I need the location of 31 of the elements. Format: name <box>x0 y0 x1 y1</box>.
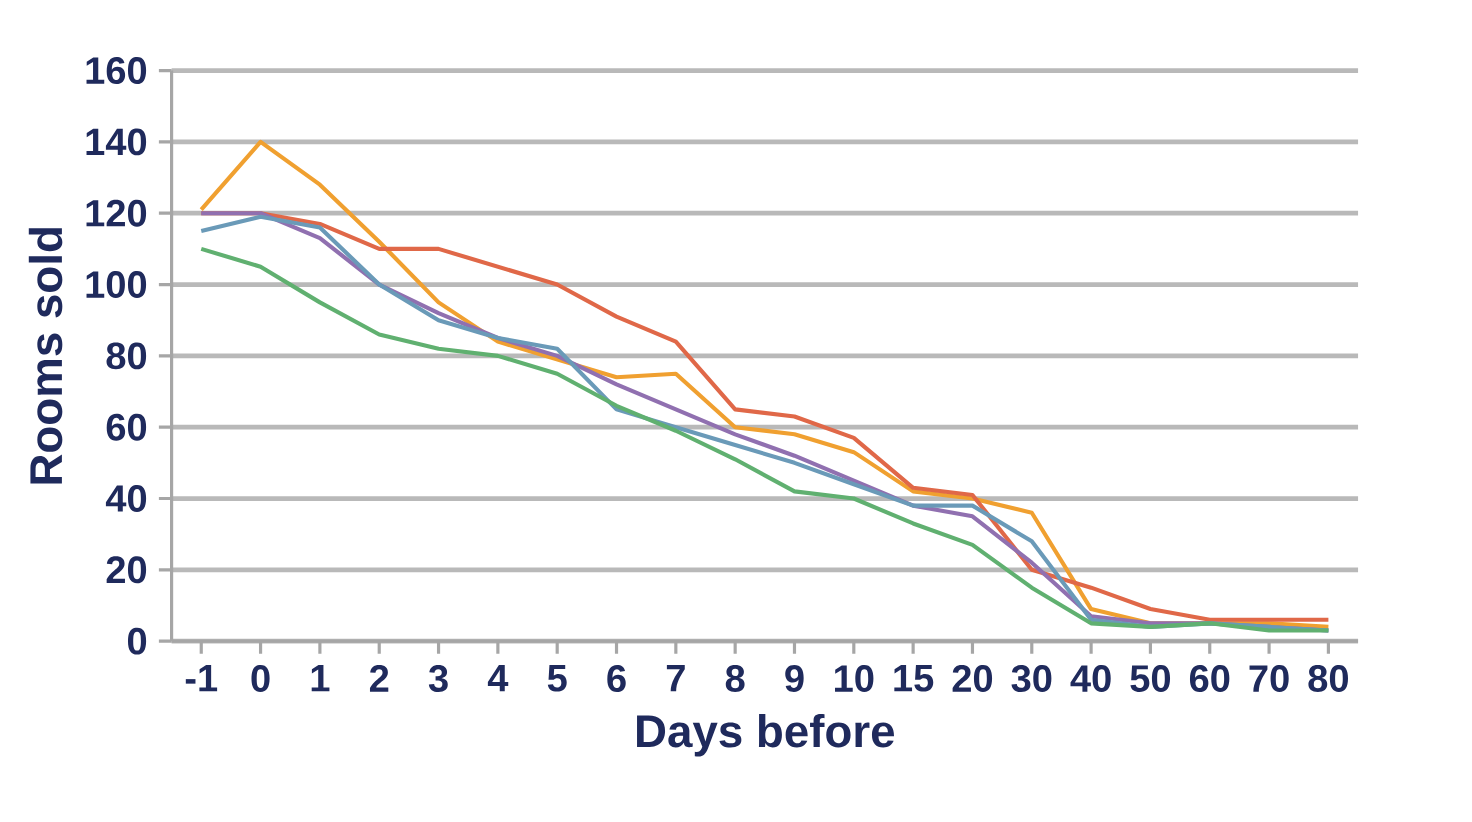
x-tick-label: 5 <box>547 665 567 692</box>
x-axis-title: Days before <box>637 714 894 757</box>
x-tick-label: 0 <box>251 665 270 693</box>
y-tick-label: 20 <box>106 556 147 584</box>
y-tick-label: 40 <box>105 485 147 513</box>
x-tick-label: 7 <box>666 665 685 692</box>
x-tick-label: 40 <box>1070 665 1111 693</box>
y-tick-label: 100 <box>86 271 147 299</box>
y-tick-label: 120 <box>86 199 147 227</box>
y-axis-title: Rooms sold <box>28 228 63 484</box>
x-tick-label: 1 <box>311 665 330 692</box>
y-tick-label: 140 <box>86 128 147 156</box>
x-tick-label: 8 <box>725 665 745 693</box>
x-tick-label: 20 <box>952 665 993 693</box>
y-tick-label: 160 <box>86 57 147 85</box>
x-tick-label: 70 <box>1249 665 1289 693</box>
x-tick-label: 4 <box>487 665 509 692</box>
x-tick-label: 2 <box>369 665 389 692</box>
y-tick-label: 60 <box>106 413 147 441</box>
x-tick-label: 80 <box>1308 665 1348 693</box>
y-tick-label: 0 <box>127 627 147 655</box>
x-tick-label: 10 <box>835 665 874 693</box>
x-tick-label: 9 <box>785 665 804 693</box>
x-tick-label: -1 <box>185 665 218 692</box>
x-tick-label: 30 <box>1011 665 1052 693</box>
x-tick-label: 6 <box>607 665 626 693</box>
x-tick-label: 60 <box>1189 665 1230 693</box>
x-tick-label: 3 <box>428 665 448 693</box>
x-tick-label: 15 <box>894 665 934 692</box>
x-tick-label: 50 <box>1130 665 1171 693</box>
y-tick-label: 80 <box>106 342 147 370</box>
